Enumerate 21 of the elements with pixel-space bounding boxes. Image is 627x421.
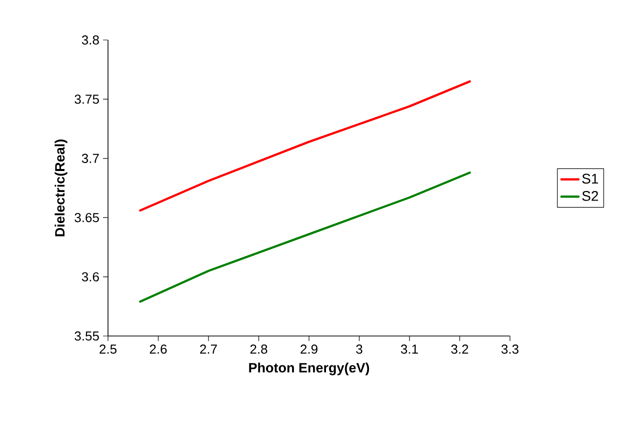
x-axis-title: Photon Energy(eV): [249, 362, 370, 376]
x-tick-label: 2.7: [200, 344, 217, 354]
x-tick-label: 2.9: [300, 344, 318, 354]
y-tick-label: 3.55: [74, 331, 99, 341]
legend-label: S2: [582, 190, 598, 201]
y-tick-label: 3.6: [82, 272, 99, 282]
y-tick-label: 3.75: [74, 94, 99, 104]
legend-label: S1: [582, 174, 598, 184]
x-tick-label: 3: [356, 344, 362, 354]
x-tick-label: 3.3: [501, 344, 518, 354]
x-tick-label: 2.8: [250, 344, 268, 354]
line-series: [139, 172, 471, 303]
line-series: [139, 80, 471, 212]
y-tick-label: 3.7: [82, 154, 99, 163]
y-axis-title: Dielectric(Real): [54, 140, 68, 236]
x-tick-label: 2.5: [100, 344, 116, 354]
x-tick-label: 3.2: [451, 344, 468, 354]
x-tick-label: 3.1: [400, 344, 418, 354]
y-tick-label: 3.65: [74, 212, 99, 222]
y-tick-label: 3.8: [82, 35, 99, 45]
x-tick-label: 2.6: [150, 344, 167, 354]
